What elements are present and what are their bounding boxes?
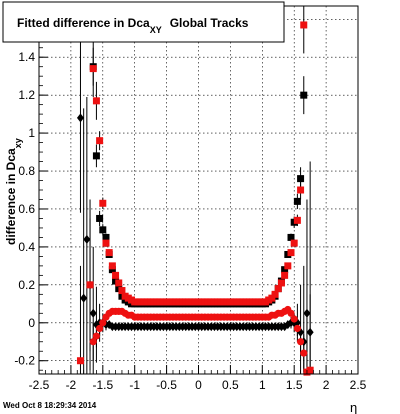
data-point-circle bbox=[287, 309, 295, 317]
axis-ticks bbox=[38, 9, 359, 374]
chart-title: Fitted difference in Dca bbox=[17, 16, 150, 30]
data-point-circle bbox=[92, 332, 101, 340]
timestamp: Wed Oct 8 18:29:34 2014 bbox=[3, 401, 97, 410]
data-point-square bbox=[284, 262, 292, 270]
data-point-square bbox=[281, 271, 289, 279]
data-point-square bbox=[76, 357, 84, 365]
data-point-diamond bbox=[89, 308, 97, 318]
y-tick-label: 0.4 bbox=[18, 240, 35, 254]
data-point-circle bbox=[290, 315, 298, 323]
data-point-square bbox=[99, 199, 107, 207]
data-point-square bbox=[300, 21, 308, 29]
data-point-square bbox=[306, 366, 314, 374]
data-point-circle bbox=[293, 324, 301, 333]
x-tick-label: 0 bbox=[195, 378, 202, 392]
y-tick-label: 0 bbox=[28, 316, 35, 330]
y-axis-label-subscript: xy bbox=[13, 138, 23, 148]
data-point-square bbox=[293, 197, 301, 205]
x-tick-label: 0.5 bbox=[222, 378, 239, 392]
y-tick-label: 0.2 bbox=[18, 278, 35, 292]
chart-title-rest: Global Tracks bbox=[170, 16, 249, 30]
data-point-circle bbox=[300, 349, 308, 357]
data-point-circle bbox=[96, 324, 104, 333]
data-point-circle bbox=[89, 338, 97, 346]
data-point-square bbox=[115, 279, 123, 287]
y-tick-label: 0.8 bbox=[18, 164, 35, 178]
y-tick-label: 1.4 bbox=[18, 50, 35, 64]
svg-text:difference in Dcaxy: difference in Dcaxy bbox=[4, 138, 23, 245]
data-point-square bbox=[274, 285, 282, 293]
data-point-diamond bbox=[303, 308, 311, 318]
data-point-square bbox=[108, 262, 116, 270]
x-tick-label: -0.5 bbox=[156, 378, 177, 392]
data-point-square bbox=[108, 266, 116, 274]
y-axis-label: difference in Dca bbox=[4, 148, 18, 245]
x-tick-label: -1.5 bbox=[92, 378, 113, 392]
y-tick-labels: -0.200.20.40.60.811.21.41.6 bbox=[14, 12, 35, 367]
data-point-square bbox=[96, 214, 104, 222]
data-point-circle bbox=[99, 319, 107, 327]
data-points bbox=[76, 21, 314, 376]
x-tick-labels: -2.5 -2 -1.5 -1 -0.5 0 0.5 1 1.5 2 2.5 bbox=[29, 378, 367, 392]
data-point-circle bbox=[296, 338, 305, 346]
data-point-square bbox=[92, 97, 100, 105]
data-point-square bbox=[105, 249, 113, 257]
data-point-diamond bbox=[76, 113, 84, 123]
data-point-square bbox=[92, 152, 100, 160]
grid-lines bbox=[39, 6, 358, 374]
data-point-square bbox=[96, 137, 104, 145]
x-tick-label: 2 bbox=[323, 378, 330, 392]
data-point-square bbox=[102, 239, 110, 247]
data-point-square bbox=[281, 266, 289, 274]
data-point-square bbox=[86, 281, 94, 289]
x-tick-label: -1 bbox=[129, 378, 140, 392]
data-point-square bbox=[297, 186, 305, 194]
data-point-square bbox=[102, 233, 110, 241]
data-point-square bbox=[112, 271, 120, 279]
data-point-square bbox=[300, 91, 308, 99]
data-point-square bbox=[118, 287, 126, 295]
data-point-diamond bbox=[83, 234, 91, 244]
x-tick-label: -2.5 bbox=[29, 378, 50, 392]
data-point-square bbox=[290, 239, 298, 247]
chart-title-subscript: XY bbox=[150, 25, 162, 35]
data-point-square bbox=[268, 294, 276, 302]
data-point-square bbox=[287, 249, 295, 257]
y-tick-label: 1 bbox=[28, 126, 35, 140]
x-tick-label: -2 bbox=[66, 378, 77, 392]
data-point-square bbox=[277, 279, 285, 287]
x-tick-label: 1 bbox=[259, 378, 266, 392]
x-axis-label: η bbox=[350, 400, 357, 414]
data-point-diamond bbox=[80, 293, 88, 303]
data-point-square bbox=[99, 226, 107, 234]
data-point-diamond bbox=[306, 327, 314, 337]
data-point-square bbox=[89, 65, 97, 73]
data-point-square bbox=[287, 233, 295, 241]
x-tick-label: 1.5 bbox=[286, 378, 303, 392]
data-point-square bbox=[293, 216, 301, 224]
x-tick-label: 2.5 bbox=[350, 378, 367, 392]
data-point-square bbox=[297, 175, 305, 183]
y-tick-label: 0.6 bbox=[18, 202, 35, 216]
data-point-square bbox=[271, 290, 279, 298]
title-box bbox=[2, 1, 285, 43]
y-tick-label: -0.2 bbox=[14, 354, 35, 368]
y-tick-label: 1.2 bbox=[18, 88, 35, 102]
